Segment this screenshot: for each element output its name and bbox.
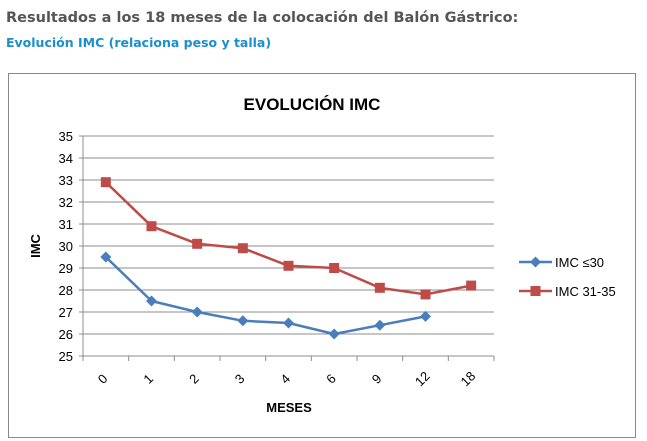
y-tick-label: 29 [59, 261, 73, 276]
chart-frame [8, 73, 636, 438]
y-tick-label: 31 [59, 217, 73, 232]
x-axis-title: MESES [266, 400, 312, 415]
chart-title: EVOLUCIÓN IMC [244, 95, 381, 114]
data-point-series-1 [146, 295, 157, 307]
y-tick-label: 25 [59, 349, 73, 364]
legend-marker-1 [530, 256, 541, 268]
legend-marker-2 [530, 286, 541, 296]
x-tick-label: 2 [186, 371, 202, 387]
data-point-series-2 [192, 238, 203, 249]
data-point-series-2 [283, 260, 294, 271]
y-tick-label: 34 [59, 151, 73, 166]
y-tick-label: 27 [59, 305, 73, 320]
data-point-series-2 [329, 263, 340, 273]
legend-label-2: IMC 31-35 [555, 284, 616, 299]
legend-label-1: IMC ≤30 [555, 255, 604, 270]
data-point-series-2 [466, 280, 477, 291]
data-point-series-1 [420, 310, 431, 322]
page-subheading: Evolución IMC (relaciona peso y talla) [6, 35, 272, 50]
data-point-series-2 [237, 243, 248, 254]
y-tick-label: 35 [59, 129, 73, 144]
x-tick-label: 1 [140, 371, 156, 387]
x-tick-label: 0 [95, 371, 111, 387]
x-tick-label: 12 [412, 368, 433, 389]
data-point-series-2 [374, 282, 385, 293]
x-tick-label: 18 [458, 368, 479, 389]
data-point-series-1 [191, 306, 203, 318]
y-tick-label: 26 [59, 327, 73, 342]
y-tick-label: 30 [59, 239, 73, 254]
data-point-series-2 [420, 289, 431, 300]
series-line-1 [104, 256, 426, 336]
x-tick-label: 9 [369, 371, 385, 387]
page-heading: Resultados a los 18 meses de la colocaci… [6, 10, 519, 26]
data-point-series-1 [283, 317, 294, 329]
x-tick-label: 3 [232, 371, 248, 387]
series-line-2 [104, 181, 472, 296]
data-point-series-1 [328, 328, 340, 340]
y-tick-label: 32 [59, 195, 73, 210]
data-point-series-2 [100, 177, 111, 188]
x-tick-label: 4 [277, 371, 293, 387]
data-point-series-2 [146, 221, 157, 232]
x-tick-label: 6 [323, 371, 339, 387]
data-point-series-1 [374, 319, 386, 331]
y-tick-label: 28 [59, 283, 73, 298]
y-tick-label: 33 [59, 173, 73, 188]
y-axis-title: IMC [28, 233, 43, 257]
data-point-series-1 [100, 251, 112, 263]
data-point-series-1 [237, 315, 249, 327]
